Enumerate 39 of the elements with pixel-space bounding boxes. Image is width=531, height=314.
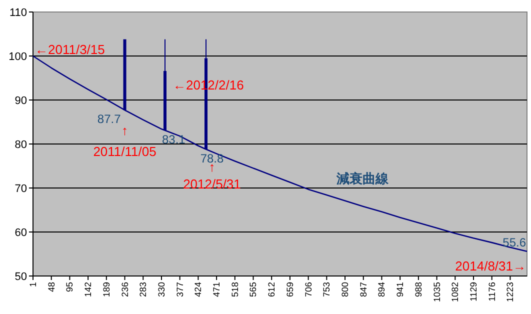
x-tick-label: 988 bbox=[413, 282, 424, 298]
data-label: 83.1 bbox=[162, 132, 186, 146]
x-tick-label: 706 bbox=[303, 282, 314, 298]
x-tick-label: 189 bbox=[101, 282, 112, 298]
x-tick-label: 330 bbox=[156, 282, 166, 298]
x-tick-label: 424 bbox=[193, 282, 204, 298]
x-tick-label: 847 bbox=[358, 282, 368, 298]
x-tick-label: 800 bbox=[340, 282, 350, 298]
data-label: 55.6 bbox=[502, 235, 526, 250]
y-tick-label: 100 bbox=[8, 51, 27, 63]
y-tick-label: 50 bbox=[14, 271, 27, 283]
x-tick-label: 612 bbox=[266, 282, 277, 298]
x-tick-label: 1035 bbox=[432, 282, 442, 302]
y-tick-label: 70 bbox=[14, 183, 27, 195]
annotation: ←2011/3/15 bbox=[35, 42, 105, 57]
annotation: 2014/8/31→ bbox=[455, 258, 526, 274]
y-tick-label: 60 bbox=[14, 227, 27, 239]
x-tick-label: 565 bbox=[248, 282, 258, 298]
x-tick-label: 377 bbox=[174, 282, 185, 298]
x-tick-label: 283 bbox=[138, 282, 148, 298]
x-tick-label: 236 bbox=[120, 282, 130, 298]
y-tick-label: 110 bbox=[9, 7, 27, 19]
x-tick-label: 48 bbox=[46, 282, 56, 292]
x-tick-label: 471 bbox=[212, 282, 222, 298]
x-tick-label: 941 bbox=[395, 282, 406, 298]
x-tick-label: 142 bbox=[83, 282, 94, 298]
x-tick-label: 1082 bbox=[450, 282, 460, 302]
x-tick-label: 753 bbox=[322, 282, 332, 298]
x-tick-label: 1129 bbox=[468, 282, 478, 302]
y-tick-label: 90 bbox=[14, 95, 27, 107]
x-tick-label: 659 bbox=[284, 282, 295, 298]
series-label: 減衰曲線 bbox=[336, 171, 390, 186]
x-tick-label: 518 bbox=[230, 282, 240, 298]
x-tick-label: 1223 bbox=[505, 282, 516, 302]
x-tick-label: 1 bbox=[28, 282, 38, 288]
x-tick-label: 894 bbox=[376, 282, 387, 298]
x-tick-label: 1176 bbox=[486, 282, 497, 302]
x-tick-label: 95 bbox=[64, 282, 75, 292]
y-tick-label: 80 bbox=[14, 139, 27, 151]
